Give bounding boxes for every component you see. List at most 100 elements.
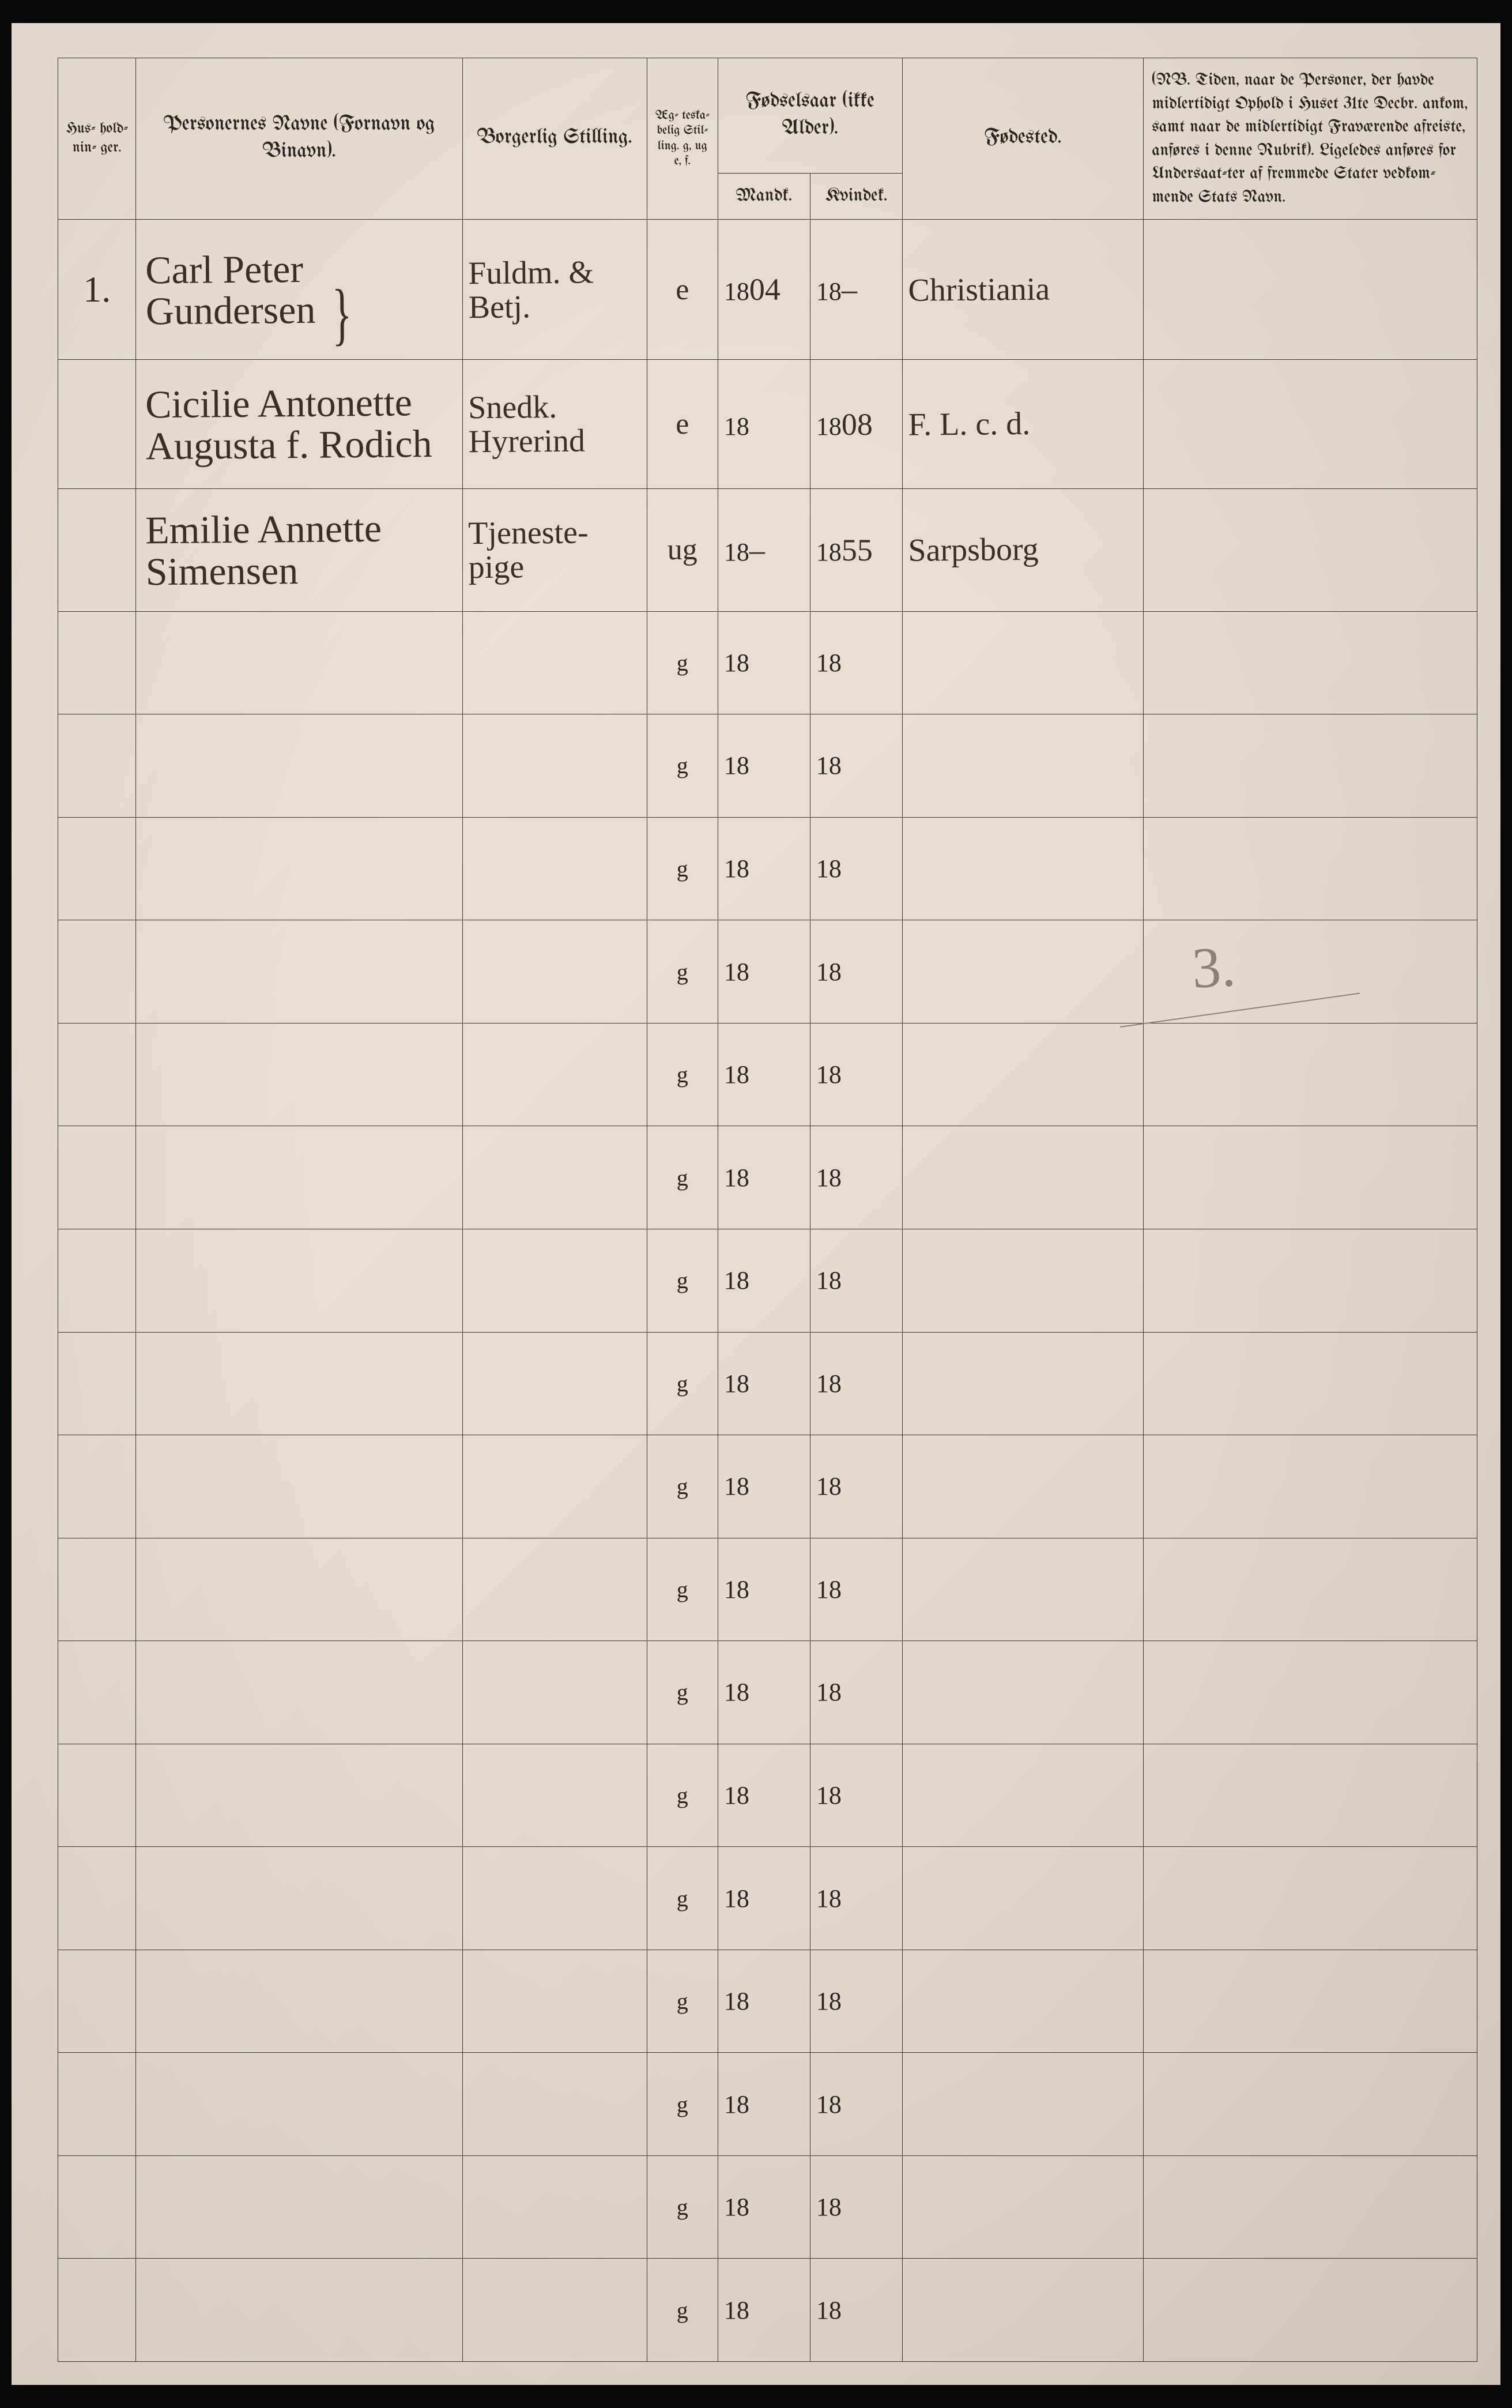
notes-cell [1144,220,1477,360]
aegteskabelig-cell: ug [647,488,718,611]
empty-cell [136,2053,462,2156]
year-cell: 18 [810,1332,902,1435]
aegteskabelig-cell: g [647,2053,718,2156]
census-table: Hus- hold- nin- ger. Personernes Navne (… [58,58,1477,2362]
year-cell: 18 [718,1435,810,1538]
empty-cell [58,1538,136,1641]
aegteskabelig-cell: g [647,1641,718,1744]
year-cell: 18 [718,714,810,818]
empty-cell [462,714,647,818]
empty-cell [462,611,647,714]
empty-cell [462,1435,647,1538]
col-aegteskabelig: Æg- teska- belig Stil- ling. g, ug e, f. [647,58,718,220]
husholdning-cell [58,488,136,611]
empty-cell [902,611,1144,714]
empty-cell [58,1229,136,1332]
empty-cell [462,1229,647,1332]
year-cell: 18 [810,817,902,920]
empty-cell [902,1332,1144,1435]
table-row: g1818 [58,714,1477,818]
empty-cell [1144,1538,1477,1641]
empty-cell [58,714,136,818]
year-cell: 18 [718,1229,810,1332]
empty-cell [1144,1847,1477,1950]
col-borgerlig: Borgerlig Stilling. [462,58,647,220]
year-cell: 18 [810,1744,902,1847]
empty-cell [462,1126,647,1229]
aegteskabelig-cell: g [647,1332,718,1435]
year-cell: 18 [718,1950,810,2053]
empty-cell [136,1847,462,1950]
year-cell: 18 [810,2155,902,2259]
aegteskabelig-cell: g [647,817,718,920]
empty-cell [462,1538,647,1641]
navn-cell: Cicilie Antonette Augusta f. Rodich [135,359,463,490]
empty-cell [462,2053,647,2156]
fodested-cell: Christiania [902,219,1144,361]
empty-cell [58,1847,136,1950]
empty-cell [1144,1950,1477,2053]
empty-cell [136,1641,462,1744]
year-cell: 18 [810,2053,902,2156]
aegteskabelig-cell: g [647,2155,718,2259]
empty-cell [1144,817,1477,920]
empty-cell [136,1950,462,2053]
empty-cell [58,1744,136,1847]
navn-cell: Emilie Annette Simensen [135,487,463,613]
empty-cell [462,1847,647,1950]
year-cell: 18 [810,714,902,818]
empty-cell [1144,1023,1477,1126]
empty-cell [902,714,1144,818]
notes-cell [1144,360,1477,488]
year-cell: 18 [718,611,810,714]
year-cell: 1855 [810,488,902,611]
empty-cell [462,2259,647,2362]
empty-cell [136,920,462,1024]
table-row: Cicilie Antonette Augusta f. RodichSnedk… [58,360,1477,488]
husholdning-cell: 1. [58,220,136,360]
aegteskabelig-cell: e [647,360,718,488]
empty-cell [1144,1744,1477,1847]
empty-cell [902,1229,1144,1332]
pencil-annotation: 3. [1190,933,1237,1002]
table-row: g1818 [58,1023,1477,1126]
empty-cell [902,2053,1144,2156]
year-cell: 18 [718,360,810,488]
empty-cell [136,1538,462,1641]
empty-cell [136,1229,462,1332]
aegteskabelig-cell: g [647,920,718,1024]
table-row: g1818 [58,1538,1477,1641]
empty-cell [462,920,647,1024]
empty-cell [136,1023,462,1126]
col-fodselsaar: Fødselsaar (ikke Alder). [718,58,902,174]
year-cell: 18 [810,1229,902,1332]
aegteskabelig-cell: g [647,714,718,818]
year-cell: 18 [718,2259,810,2362]
empty-cell [58,1950,136,2053]
aegteskabelig-cell: g [647,1435,718,1538]
empty-cell [902,1538,1144,1641]
borgerlig-cell: Fuldm. & Betj. [462,219,647,360]
borgerlig-cell: Snedk. Hyrerind [462,359,647,490]
table-row: g1818 [58,817,1477,920]
empty-cell [902,1435,1144,1538]
empty-cell [58,1641,136,1744]
empty-cell [136,2155,462,2259]
empty-cell [462,817,647,920]
aegteskabelig-cell: g [647,1538,718,1641]
table-row: g1818 [58,2259,1477,2362]
empty-cell [902,1950,1144,2053]
empty-cell [136,1744,462,1847]
year-cell: 18 [718,1847,810,1950]
table-row: g1818 [58,1229,1477,1332]
table-row: g1818 [58,1332,1477,1435]
empty-cell [462,1332,647,1435]
year-cell: 18 [810,611,902,714]
aegteskabelig-cell: g [647,1229,718,1332]
table-body: 1.Carl Peter Gundersen }Fuldm. & Betj.e1… [58,220,1477,2362]
notes-cell [1144,488,1477,611]
table-row: g1818 [58,2155,1477,2259]
year-cell: 1808 [810,360,902,488]
empty-cell [902,1023,1144,1126]
year-cell: 18 [718,920,810,1024]
